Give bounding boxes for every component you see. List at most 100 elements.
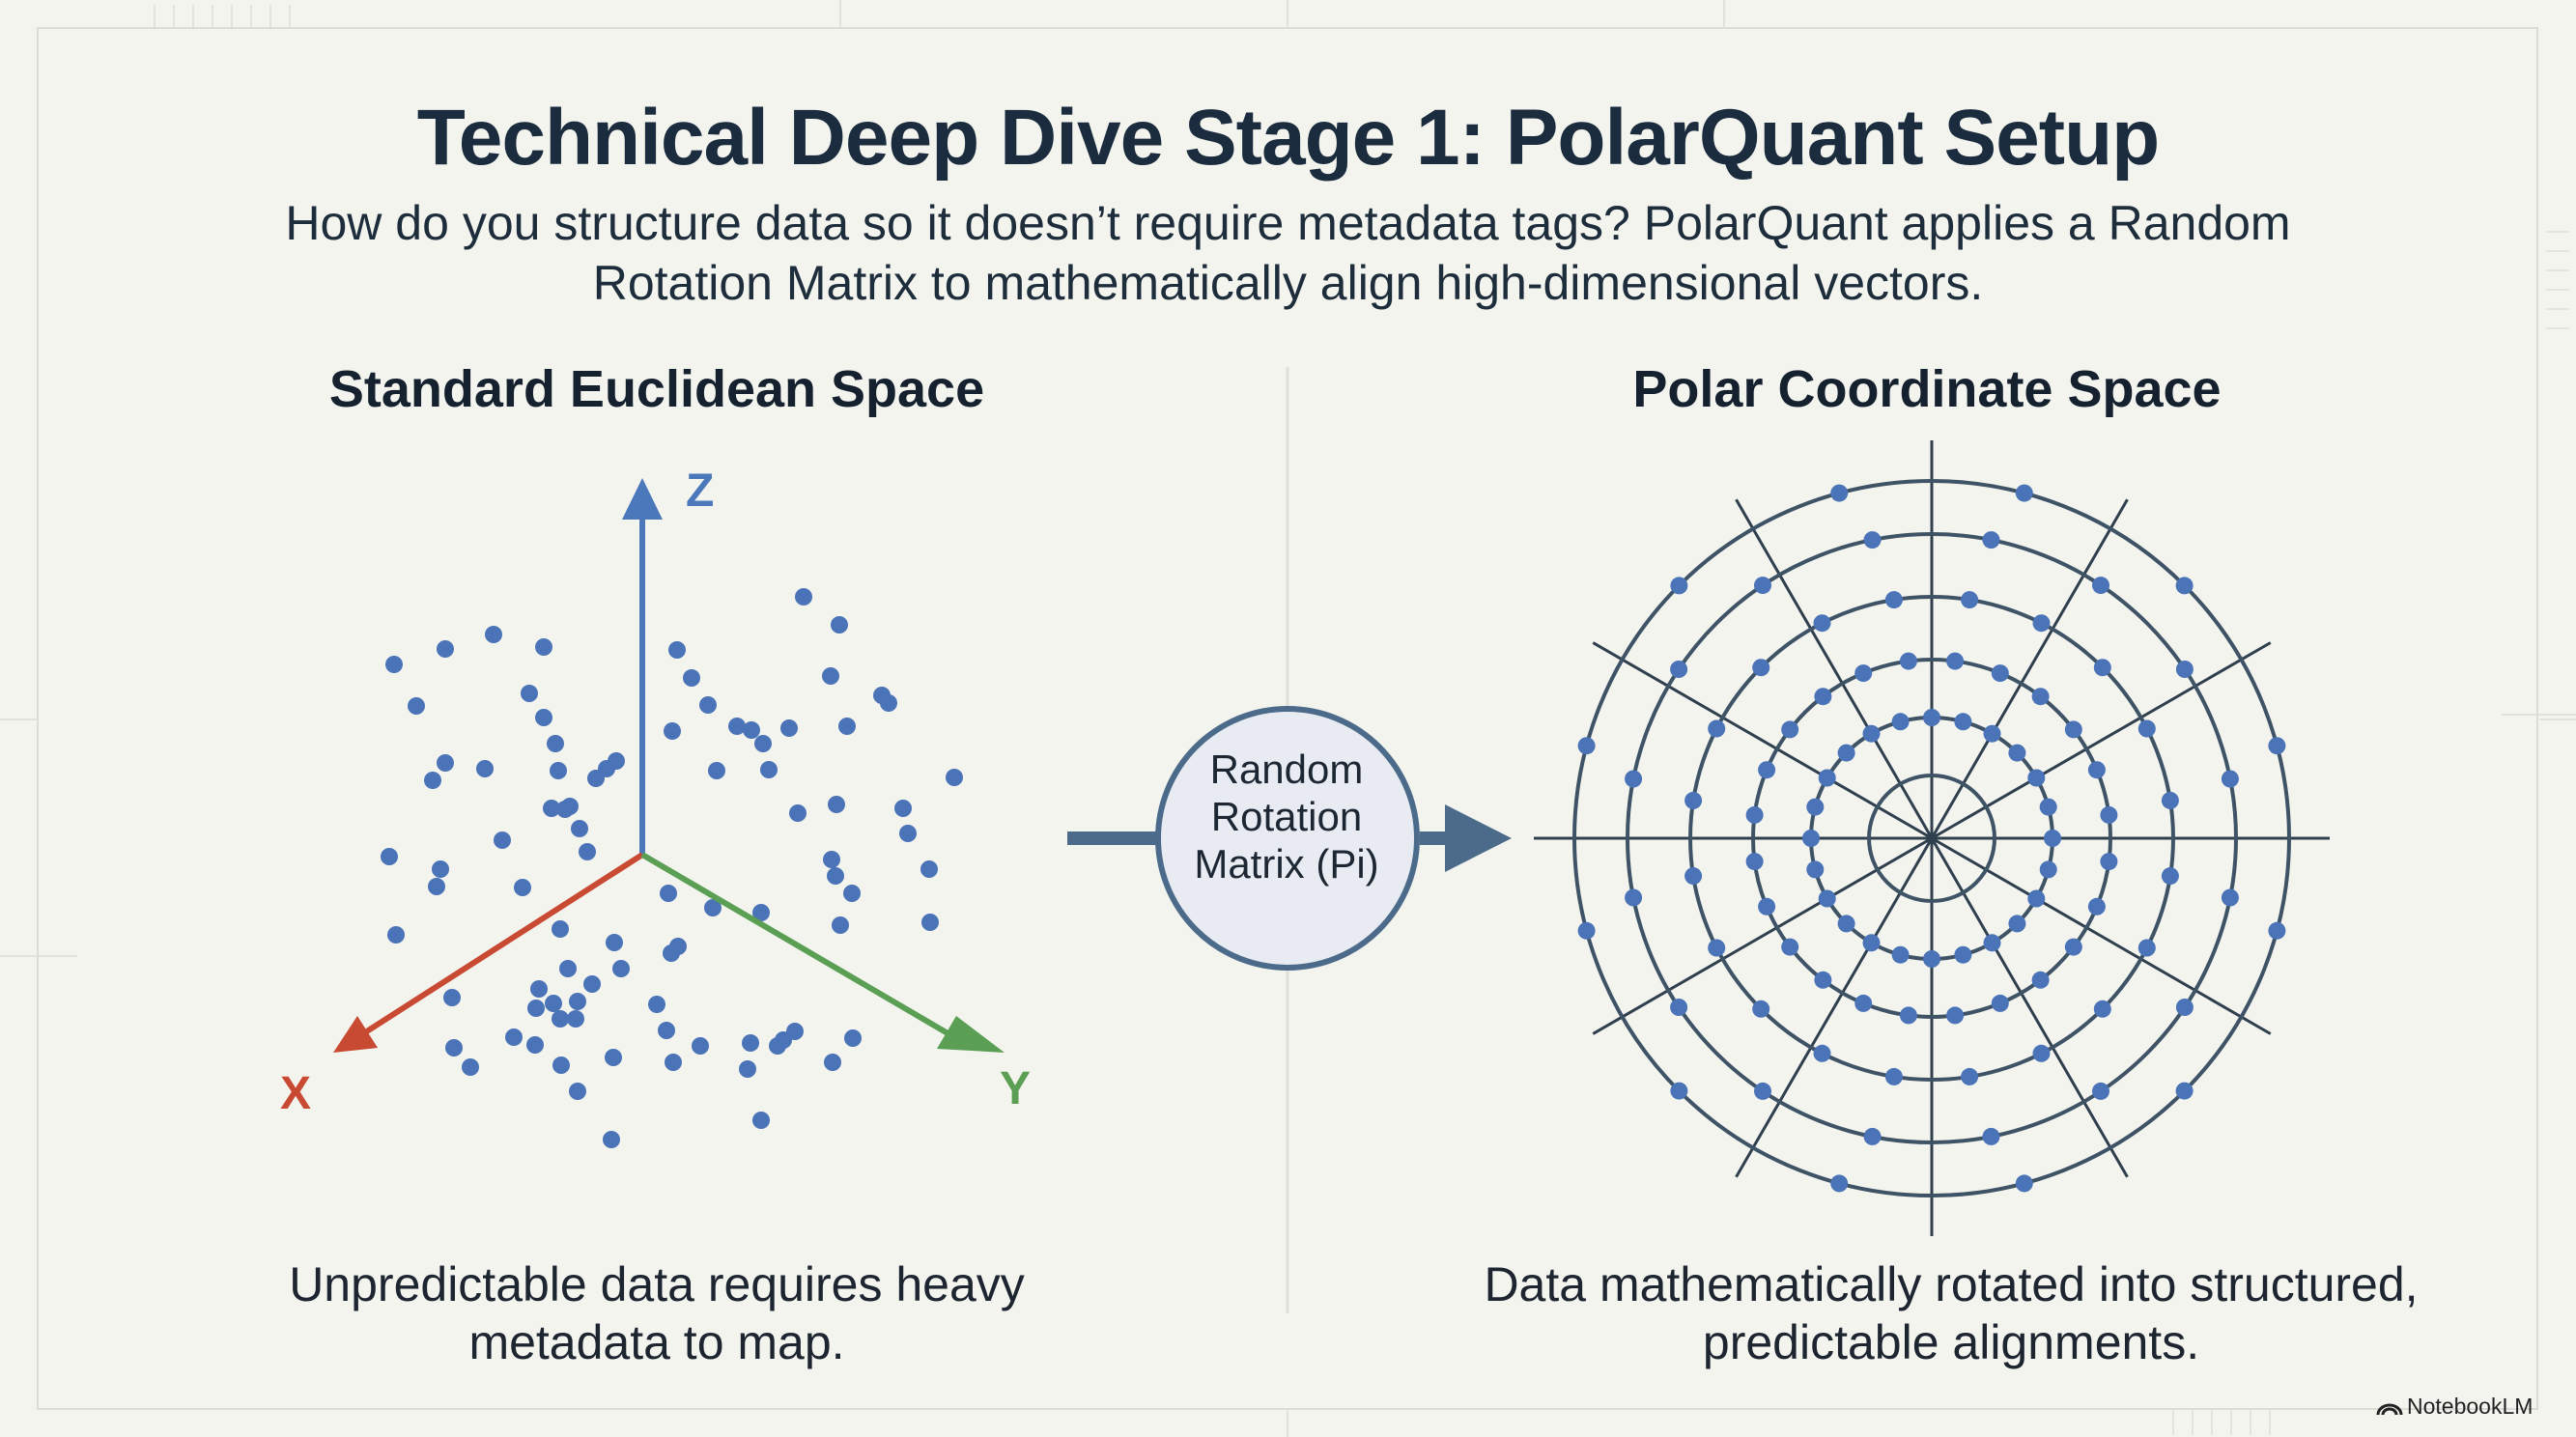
aligned-data-point [1758,897,1776,916]
data-point [823,851,840,868]
rotation-matrix-node [1155,706,1420,971]
aligned-data-point [2175,577,2194,595]
data-point [543,800,560,817]
aligned-data-point [1745,853,1764,871]
data-point [692,1037,709,1055]
aligned-data-point [1991,994,2009,1012]
aligned-data-point [2221,888,2239,907]
page-title: Technical Deep Dive Stage 1: PolarQuant … [416,94,2161,182]
data-point [752,904,770,921]
data-point [664,722,681,740]
notebooklm-logo-icon [2376,1403,2403,1416]
data-point [780,719,798,737]
aligned-data-point [1754,577,1771,595]
aligned-data-point [1837,915,1855,933]
data-point [743,721,760,739]
aligned-data-point [2093,659,2111,677]
data-point [831,616,848,634]
polar-heading: Polar Coordinate Space [1632,360,2222,418]
data-point [728,718,746,735]
aligned-data-point [2031,688,2050,706]
data-point [569,1083,586,1100]
aligned-data-point [1891,945,1910,964]
data-point [668,641,686,659]
aligned-data-point [2032,614,2051,633]
data-point [567,1010,584,1028]
aligned-data-point [1625,888,1643,907]
aligned-data-point [1982,1127,2000,1145]
slide-frame [37,27,2538,1410]
data-point [843,885,861,902]
data-point [552,920,569,938]
data-point [545,995,562,1012]
aligned-data-point [1670,661,1688,678]
data-point [485,626,502,643]
data-point [527,1000,545,1017]
data-point [648,996,665,1013]
data-point [873,687,891,704]
aligned-data-point [1946,652,1965,670]
aligned-data-point [2015,484,2033,502]
data-point [514,879,531,896]
polar-ring [1867,774,1996,903]
data-point [683,669,700,687]
aligned-data-point [2092,1082,2109,1100]
aligned-data-point [1806,860,1825,879]
aligned-data-point [2100,805,2118,824]
data-point [583,975,601,993]
z-axis-arrowhead [622,478,663,520]
aligned-data-point [2092,577,2109,595]
data-point [660,885,677,902]
data-point [832,916,849,934]
aligned-data-point [1818,889,1836,908]
polar-ring [1688,595,2175,1082]
aligned-data-point [1854,994,1873,1012]
aligned-data-point [1684,791,1703,809]
aligned-data-point [1818,769,1836,787]
rotation-transform [1067,706,1512,971]
data-point [521,685,538,702]
aligned-data-point [1884,591,1903,609]
aligned-data-point [2137,939,2156,957]
data-point [789,804,807,822]
aligned-data-point [2175,661,2194,678]
data-point [505,1028,523,1046]
aligned-data-point [1961,1067,1979,1085]
data-point [608,752,625,770]
aligned-data-point [1946,1006,1965,1025]
data-point [381,848,398,865]
aligned-data-point [1670,577,1688,595]
aligned-data-point [1708,939,1726,957]
y-axis-label: Y [1000,1063,1031,1114]
page-subtitle: How do you structure data so it doesn’t … [285,196,2291,310]
aligned-data-point [2064,938,2082,956]
aligned-data-point [1837,744,1855,762]
aligned-data-point [2087,761,2106,779]
aligned-data-point [2064,720,2082,739]
polar-caption: Data mathematically rotated into structu… [1484,1257,2419,1369]
data-point [828,796,845,813]
data-point [443,989,461,1006]
data-point [579,843,596,860]
euclidean-scatter: Z X Y [280,465,1031,1148]
data-point [462,1058,479,1076]
aligned-data-point [1891,713,1910,731]
aligned-data-point [2175,999,2194,1016]
aligned-data-point [1708,719,1726,738]
data-point [665,1054,682,1071]
aligned-data-point [2161,867,2179,886]
aligned-data-point [1745,805,1764,824]
aligned-data-point [1781,720,1799,739]
aligned-data-point [1754,1082,1771,1100]
data-point [844,1029,862,1047]
aligned-data-point [1813,1044,1831,1062]
aligned-data-point [1830,1174,1849,1193]
aligned-data-point [1954,945,1972,964]
data-point [445,1039,463,1057]
data-point [838,718,856,735]
data-point [571,820,588,837]
aligned-data-point [2175,1082,2194,1100]
aligned-data-point [1577,737,1596,755]
aligned-data-point [1781,938,1799,956]
data-point [603,1131,620,1148]
